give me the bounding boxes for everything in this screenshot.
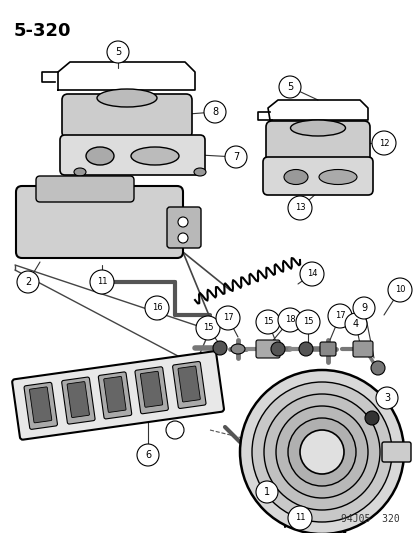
Ellipse shape bbox=[97, 89, 157, 107]
Ellipse shape bbox=[86, 147, 114, 165]
Text: 17: 17 bbox=[222, 313, 233, 322]
Text: 14: 14 bbox=[306, 270, 316, 279]
FancyBboxPatch shape bbox=[166, 207, 201, 248]
Circle shape bbox=[166, 421, 183, 439]
Circle shape bbox=[255, 310, 279, 334]
Circle shape bbox=[295, 310, 319, 334]
Circle shape bbox=[287, 196, 311, 220]
Circle shape bbox=[352, 297, 374, 319]
FancyBboxPatch shape bbox=[178, 366, 200, 402]
FancyBboxPatch shape bbox=[262, 157, 372, 195]
Circle shape bbox=[287, 506, 311, 530]
Text: 17: 17 bbox=[334, 311, 344, 320]
Circle shape bbox=[204, 101, 225, 123]
Circle shape bbox=[299, 262, 323, 286]
Text: 16: 16 bbox=[151, 303, 162, 312]
Text: 94J05  320: 94J05 320 bbox=[340, 514, 399, 524]
Text: 4: 4 bbox=[352, 319, 358, 329]
FancyBboxPatch shape bbox=[135, 367, 168, 414]
Text: 8: 8 bbox=[211, 107, 218, 117]
Circle shape bbox=[212, 341, 226, 355]
Circle shape bbox=[277, 308, 301, 332]
Circle shape bbox=[91, 276, 103, 288]
Circle shape bbox=[275, 406, 367, 498]
Circle shape bbox=[90, 270, 114, 294]
Circle shape bbox=[178, 217, 188, 227]
FancyBboxPatch shape bbox=[16, 186, 183, 258]
FancyBboxPatch shape bbox=[62, 377, 95, 424]
Text: 7: 7 bbox=[232, 152, 239, 162]
Ellipse shape bbox=[283, 169, 307, 184]
Circle shape bbox=[255, 481, 277, 503]
FancyBboxPatch shape bbox=[266, 121, 369, 163]
Circle shape bbox=[252, 382, 391, 522]
Circle shape bbox=[195, 316, 219, 340]
Circle shape bbox=[240, 370, 403, 533]
Text: 2: 2 bbox=[25, 277, 31, 287]
Circle shape bbox=[370, 361, 384, 375]
Text: 5: 5 bbox=[114, 47, 121, 57]
Text: 13: 13 bbox=[294, 204, 304, 213]
Circle shape bbox=[289, 515, 299, 525]
Circle shape bbox=[287, 418, 355, 486]
Circle shape bbox=[375, 387, 397, 409]
Text: 5-320: 5-320 bbox=[14, 22, 71, 40]
Text: 1: 1 bbox=[263, 487, 269, 497]
FancyBboxPatch shape bbox=[172, 361, 206, 408]
Circle shape bbox=[387, 278, 411, 302]
Text: 5: 5 bbox=[286, 82, 292, 92]
Circle shape bbox=[344, 313, 366, 335]
Circle shape bbox=[299, 430, 343, 474]
Circle shape bbox=[327, 304, 351, 328]
Text: 15: 15 bbox=[302, 318, 313, 327]
Circle shape bbox=[216, 306, 240, 330]
Ellipse shape bbox=[131, 147, 178, 165]
Circle shape bbox=[298, 342, 312, 356]
Circle shape bbox=[107, 41, 129, 63]
Ellipse shape bbox=[74, 168, 86, 176]
Circle shape bbox=[137, 444, 159, 466]
FancyBboxPatch shape bbox=[352, 341, 372, 357]
Circle shape bbox=[263, 394, 379, 510]
FancyBboxPatch shape bbox=[36, 176, 134, 202]
Ellipse shape bbox=[194, 168, 206, 176]
Text: 9: 9 bbox=[360, 303, 366, 313]
FancyBboxPatch shape bbox=[104, 376, 126, 413]
Text: 11: 11 bbox=[294, 513, 304, 522]
FancyBboxPatch shape bbox=[29, 387, 52, 423]
FancyBboxPatch shape bbox=[62, 94, 192, 138]
Text: 15: 15 bbox=[202, 324, 213, 333]
Circle shape bbox=[178, 233, 188, 243]
Ellipse shape bbox=[230, 344, 244, 354]
Circle shape bbox=[224, 146, 247, 168]
FancyBboxPatch shape bbox=[12, 351, 223, 440]
Circle shape bbox=[371, 131, 395, 155]
Ellipse shape bbox=[318, 169, 356, 184]
Circle shape bbox=[278, 76, 300, 98]
Circle shape bbox=[364, 411, 378, 425]
Text: 18: 18 bbox=[284, 316, 294, 325]
Circle shape bbox=[17, 271, 39, 293]
Circle shape bbox=[145, 296, 169, 320]
FancyBboxPatch shape bbox=[255, 340, 279, 358]
Circle shape bbox=[271, 342, 284, 356]
Ellipse shape bbox=[290, 120, 345, 136]
FancyBboxPatch shape bbox=[67, 382, 89, 417]
FancyBboxPatch shape bbox=[98, 372, 131, 419]
Text: 10: 10 bbox=[394, 286, 404, 295]
Text: 6: 6 bbox=[145, 450, 151, 460]
Text: 3: 3 bbox=[383, 393, 389, 403]
Text: 11: 11 bbox=[97, 278, 107, 287]
FancyBboxPatch shape bbox=[24, 382, 57, 430]
FancyBboxPatch shape bbox=[381, 442, 410, 462]
FancyBboxPatch shape bbox=[60, 135, 204, 175]
Text: 15: 15 bbox=[262, 318, 273, 327]
Text: 12: 12 bbox=[378, 139, 388, 148]
FancyBboxPatch shape bbox=[140, 372, 162, 407]
FancyBboxPatch shape bbox=[319, 342, 335, 356]
